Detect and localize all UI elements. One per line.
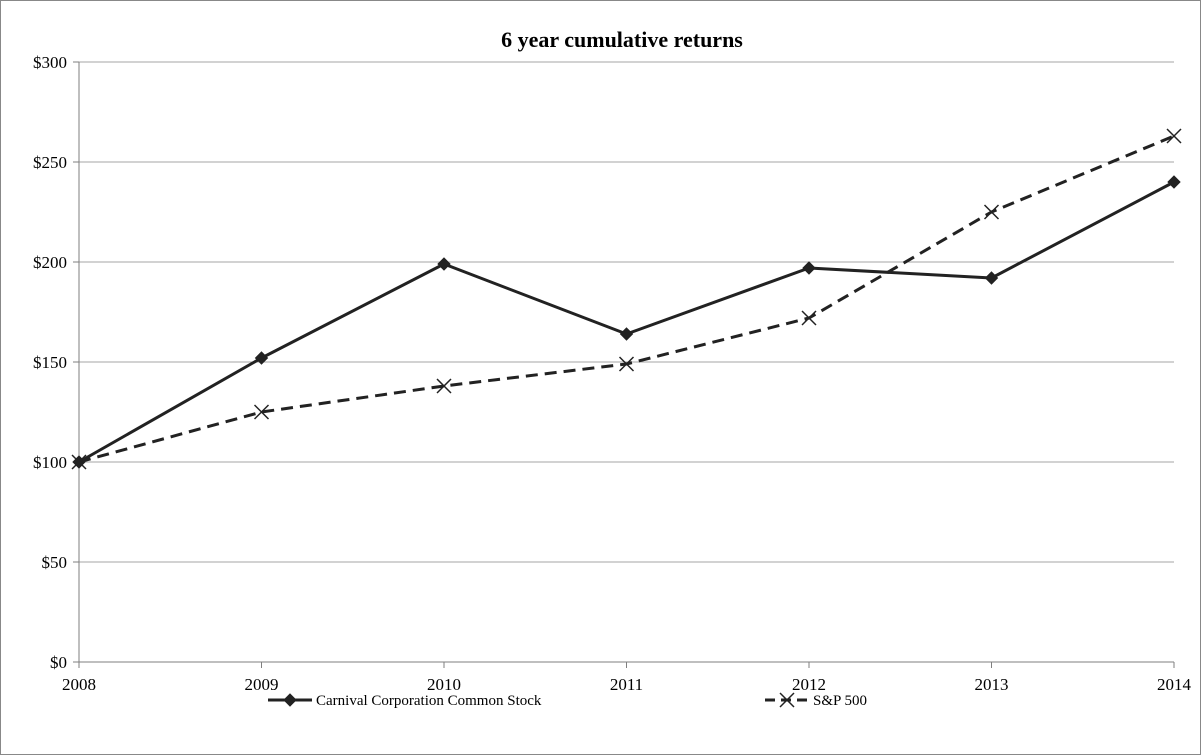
series-1-point-2011	[618, 356, 635, 372]
x-tick-label: 2008	[62, 675, 96, 694]
series-1-point-2014-stroke-b	[1166, 128, 1182, 144]
series-0-point-2013	[984, 271, 999, 285]
y-tick-label: $200	[33, 253, 67, 272]
x-tick-label: 2009	[245, 675, 279, 694]
series-0-point-2012	[802, 261, 816, 275]
x-tick-label: 2010	[427, 675, 461, 694]
series-1-point-2009	[253, 404, 270, 420]
y-tick-label: $100	[33, 453, 67, 472]
chart-title: 6 year cumulative returns	[501, 27, 743, 52]
y-tick-label: $250	[33, 153, 67, 172]
series-0-point-2011	[619, 327, 634, 341]
series-1-point-2008	[71, 454, 87, 470]
series-1-point-2014	[1166, 128, 1182, 144]
series-0-point-2009	[254, 351, 269, 365]
series-1-point-2009-stroke-b	[253, 404, 270, 420]
series-1-point-2013	[983, 204, 1000, 220]
y-tick-label: $0	[50, 653, 67, 672]
x-tick-label: 2012	[792, 675, 826, 694]
y-tick-label: $300	[33, 53, 67, 72]
axes: $0 $50 $100 $150 $200 $250 $300 2008 2009 2010 201…	[33, 53, 1192, 694]
series-1-point-2010-stroke-b	[436, 378, 452, 394]
legend-swatch-marker-1	[779, 692, 795, 708]
legend-label: Carnival Corporation Common Stock	[316, 693, 542, 709]
x-tick-label: 2011	[610, 675, 643, 694]
series-0-point-2010	[437, 257, 451, 271]
legend-swatch-marker-0	[283, 693, 297, 707]
x-tick-label: 2014	[1157, 675, 1192, 694]
x-tick-label: 2013	[975, 675, 1009, 694]
series-1-point-2012	[801, 310, 817, 326]
series-1-point-2011-stroke-b	[618, 356, 635, 372]
y-tick-label: $50	[42, 553, 68, 572]
legend: Carnival Corporation Common Stock S&P 500	[268, 692, 867, 709]
legend-swatch-marker-1-stroke-b	[779, 692, 795, 708]
series-1-point-2012-stroke-b	[801, 310, 817, 326]
series-1-point-2008-stroke-b	[71, 454, 87, 470]
series-1-point-2013-stroke-b	[983, 204, 1000, 220]
legend-item-0: Carnival Corporation Common Stock	[268, 693, 542, 709]
y-tick-label: $150	[33, 353, 67, 372]
legend-item-1: S&P 500	[765, 692, 867, 709]
series-1-point-2010	[436, 378, 452, 394]
series-0-point-2014	[1167, 175, 1181, 189]
legend-label: S&P 500	[813, 693, 867, 709]
series-lines	[71, 128, 1182, 470]
